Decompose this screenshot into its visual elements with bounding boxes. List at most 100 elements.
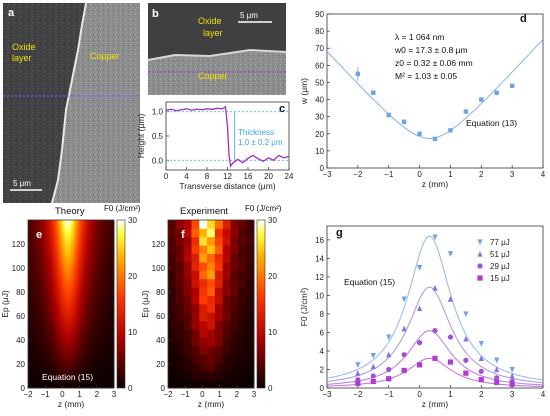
heatmap-cell xyxy=(84,346,88,350)
heatmap-cell xyxy=(45,376,48,380)
heatmap-cell xyxy=(191,354,200,364)
heatmap-cell xyxy=(84,220,88,224)
heatmap-cell xyxy=(45,304,48,308)
heatmap-cell xyxy=(84,280,88,284)
heatmap-cell xyxy=(61,262,64,266)
heatmap-cell xyxy=(43,220,46,224)
heatmap-cell xyxy=(57,325,60,329)
heatmap-cell xyxy=(112,250,115,254)
heatmap-cell xyxy=(63,244,66,248)
heatmap-cell xyxy=(199,262,208,271)
heatmap-cell xyxy=(33,271,37,275)
heatmap-cell xyxy=(78,262,82,266)
heatmap-cell xyxy=(31,358,35,362)
heatmap-cell xyxy=(106,304,109,308)
heatmap-cell xyxy=(78,301,82,305)
heatmap-cell xyxy=(72,316,76,320)
heatmap-cell xyxy=(76,301,80,305)
heatmap-cell xyxy=(37,277,41,281)
heatmap-cell xyxy=(175,245,185,254)
heatmap-cell xyxy=(51,367,54,371)
heatmap-cell xyxy=(74,220,78,224)
heatmap-cell xyxy=(106,313,109,317)
heatmap-cell xyxy=(106,343,109,347)
heatmap-cell xyxy=(57,331,60,335)
heatmap-cell xyxy=(106,322,109,326)
heatmap-cell xyxy=(63,385,66,389)
heatmap-cell xyxy=(72,295,76,299)
heatmap-cell xyxy=(90,271,93,275)
heatmap-cell xyxy=(74,304,78,308)
heatmap-cell xyxy=(69,241,72,245)
heatmap-cell xyxy=(39,367,43,371)
heatmap-cell xyxy=(230,329,239,338)
heatmap-cell xyxy=(106,253,109,257)
heatmap-cell xyxy=(55,268,58,272)
heatmap-cell xyxy=(67,268,70,272)
heatmap-cell xyxy=(90,379,93,383)
heatmap-cell xyxy=(84,310,88,314)
heatmap-cell xyxy=(53,277,56,281)
heatmap-cell xyxy=(67,220,70,224)
heatmap-cell xyxy=(61,277,64,281)
heatmap-cell xyxy=(37,298,41,302)
heatmap-cell xyxy=(67,277,70,281)
heatmap-cell xyxy=(96,244,99,248)
heatmap-cell xyxy=(86,313,89,317)
heatmap-cell xyxy=(41,223,45,227)
heatmap-cell xyxy=(43,361,46,365)
heatmap-cell xyxy=(43,259,46,263)
heatmap-cell xyxy=(82,337,86,341)
heatmap-cell xyxy=(31,289,35,293)
heatmap-cell xyxy=(82,322,86,326)
heatmap-cell xyxy=(55,235,58,239)
heatmap-cell xyxy=(53,235,56,239)
heatmap-cell xyxy=(92,292,95,296)
heatmap-cell xyxy=(94,340,97,344)
heatmap-cell xyxy=(76,298,80,302)
heatmap-cell xyxy=(102,373,105,377)
heatmap-cell xyxy=(96,382,99,386)
heatmap-cell xyxy=(92,271,95,275)
heatmap-cell xyxy=(57,301,60,305)
heatmap-cell xyxy=(96,349,99,353)
heatmap-cell xyxy=(102,226,105,230)
legend-marker xyxy=(477,263,483,269)
heatmap-cell xyxy=(69,283,72,287)
heatmap-cell xyxy=(86,376,89,380)
heatmap-cell xyxy=(76,346,80,350)
heatmap-cell xyxy=(55,256,58,260)
oxide-label-b: Oxide xyxy=(198,16,222,26)
heatmap-cell xyxy=(59,331,62,335)
heatmap-cell xyxy=(63,250,66,254)
heatmap-cell xyxy=(100,256,103,260)
heatmap-cell xyxy=(33,379,37,383)
heatmap-cell xyxy=(28,349,31,353)
heatmap-cell xyxy=(90,235,93,239)
heatmap-cell xyxy=(49,358,52,362)
heatmap-cell xyxy=(88,244,91,248)
heatmap-cell xyxy=(28,322,31,326)
heatmap-cell xyxy=(90,313,93,317)
heatmap-cell xyxy=(90,343,93,347)
heatmap-cell xyxy=(88,250,91,254)
heatmap-cell xyxy=(43,307,46,311)
heatmap-cell xyxy=(104,292,107,296)
heatmap-cell xyxy=(78,220,82,224)
heatmap-cell xyxy=(90,328,93,332)
heatmap-cell xyxy=(92,352,95,356)
heatmap-cell xyxy=(84,322,88,326)
heatmap-cell xyxy=(82,385,86,389)
heatmap-cell xyxy=(76,274,80,278)
heatmap-cell xyxy=(65,322,68,326)
heatmap-cell xyxy=(63,292,66,296)
heatmap-cell xyxy=(191,245,200,254)
heatmap-cell xyxy=(80,376,84,380)
heatmap-cell xyxy=(67,271,70,275)
heatmap-cell xyxy=(53,280,56,284)
heatmap-cell xyxy=(98,223,101,227)
heatmap-cell xyxy=(112,235,115,239)
heatmap-cell xyxy=(37,271,41,275)
heatmap-cell xyxy=(39,301,43,305)
heatmap-cell xyxy=(55,319,58,323)
